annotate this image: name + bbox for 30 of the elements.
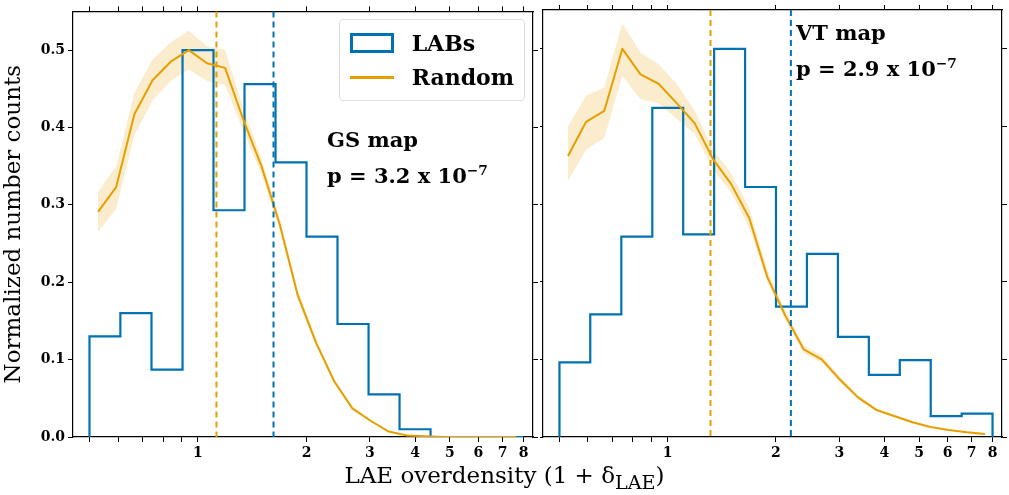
legend-label: LABs [411,30,476,57]
x-tick-label: 1 [662,444,673,461]
x-tick-label: 8 [987,444,998,461]
y-tick-label: 0.3 [40,195,65,212]
x-tick-label: 7 [966,444,977,461]
x-tick-label: 8 [518,444,529,461]
annotation: GS map [327,126,419,155]
annotation: VT map [796,19,887,47]
x-tick-label: 2 [771,444,781,461]
x-tick-label: 4 [879,444,890,461]
annotation: p = 3.2 x 10$^{−7}$ [327,161,488,191]
y-axis-title: Normalized number counts [0,64,25,384]
y-tick-label: 0.5 [40,40,65,57]
x-tick-label: 6 [473,444,484,461]
x-tick-label: 5 [445,444,455,461]
legend-label: Random [411,64,514,91]
x-tick-label: 6 [942,444,953,461]
x-tick-label: 7 [497,444,508,461]
x-tick-label: 3 [365,444,375,461]
x-tick-label: 3 [834,444,845,461]
x-tick-label: 1 [193,444,203,461]
x-tick-label: 2 [301,444,312,461]
y-tick-label: 0.1 [40,350,65,367]
x-tick-label: 4 [410,444,421,461]
x-axis-title: LAE overdensity (1 + δ$_{LAE}$) [343,462,666,494]
y-tick-label: 0.0 [40,427,66,444]
annotation: p = 2.9 x 10$^{−7}$ [796,54,957,83]
y-tick-label: 0.2 [40,272,65,289]
x-tick-label: 5 [914,444,924,461]
y-tick-label: 0.4 [40,118,66,135]
